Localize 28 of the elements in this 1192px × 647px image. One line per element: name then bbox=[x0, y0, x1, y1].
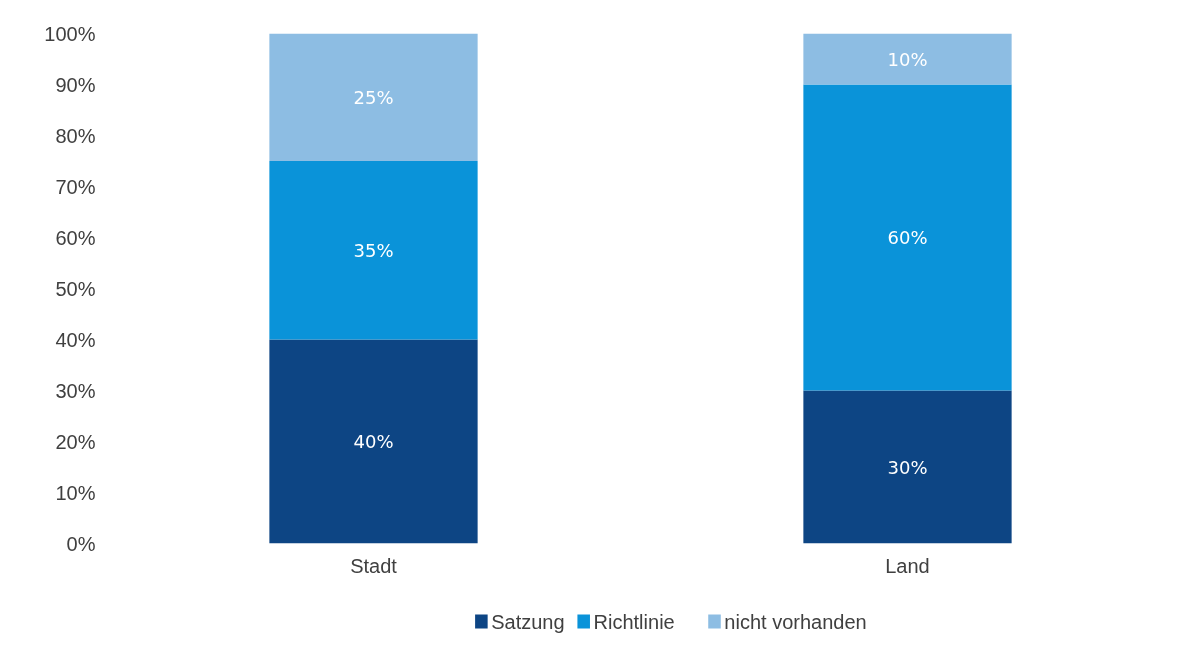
text: 25% bbox=[353, 86, 394, 108]
y-tick-label: 40% bbox=[55, 328, 96, 351]
y-tick-label: 60% bbox=[55, 226, 96, 249]
text: 40% bbox=[353, 431, 394, 452]
y-tick-label: 20% bbox=[55, 430, 96, 453]
y-tick-label: 10% bbox=[55, 481, 96, 504]
text: 10% bbox=[887, 48, 928, 70]
legend-label: Richtlinie bbox=[593, 610, 675, 633]
y-tick-label: 30% bbox=[55, 379, 96, 402]
y-tick-label: 50% bbox=[55, 277, 96, 300]
text: 35% bbox=[353, 239, 394, 261]
x-tick-label: Stadt bbox=[350, 554, 398, 577]
bar bbox=[269, 161, 478, 340]
bar bbox=[803, 390, 1012, 544]
bar bbox=[269, 339, 478, 544]
y-tick-label: 80% bbox=[55, 124, 96, 147]
bar bbox=[803, 84, 1012, 391]
y-tick-label: 90% bbox=[55, 73, 96, 96]
bar bbox=[269, 33, 478, 161]
legend-label: Satzung bbox=[491, 610, 565, 633]
y-tick-label: 0% bbox=[66, 532, 96, 555]
bar bbox=[803, 33, 1012, 85]
y-tick-label: 70% bbox=[55, 175, 96, 198]
legend-label: nicht vorhanden bbox=[724, 610, 867, 633]
text: 60% bbox=[887, 227, 928, 248]
text: 30% bbox=[887, 456, 928, 478]
x-tick-label: Land bbox=[885, 554, 930, 577]
y-tick-label: 100% bbox=[44, 22, 96, 45]
